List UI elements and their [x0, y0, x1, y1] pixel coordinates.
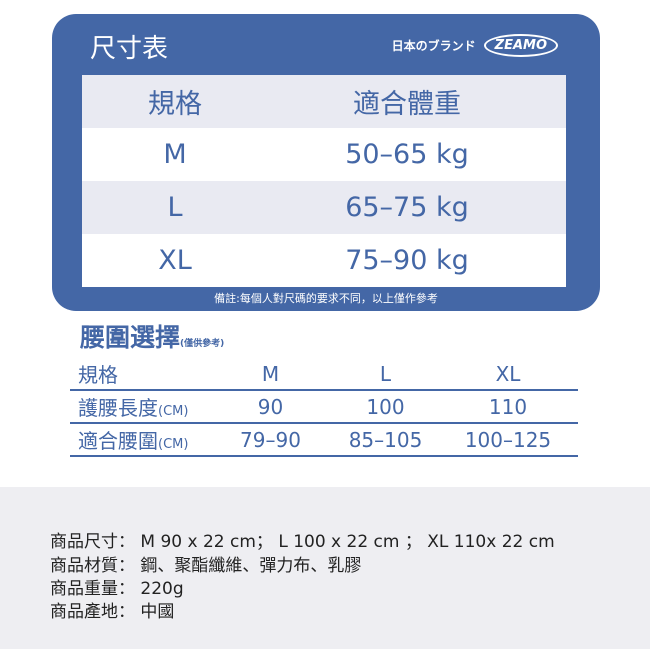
- waist-subtitle: (僅供參考): [180, 339, 225, 349]
- unit: (CM): [158, 437, 189, 452]
- header-size: 規格: [78, 363, 118, 387]
- brand-text: 日本のブランド: [391, 39, 476, 53]
- table-row: L 65–75 kg: [82, 181, 566, 234]
- waist-table: 規格 M L XL 護腰長度(CM) 90 100 110 適合腰圍(CM) 7…: [70, 358, 578, 457]
- waist-header: 規格 M L XL: [70, 358, 578, 391]
- size-cell: M: [163, 139, 187, 170]
- table-row: 護腰長度(CM) 90 100 110: [70, 391, 578, 424]
- cell: 110: [488, 394, 528, 419]
- detail-material: 商品材質： 鋼、聚酯纖維、彈力布、乳膠: [50, 556, 362, 576]
- weight-cell: 75–90 kg: [345, 245, 469, 276]
- table-row: XL 75–90 kg: [82, 234, 566, 287]
- label-text: 護腰長度: [78, 396, 158, 420]
- label-text: 適合腰圍: [78, 429, 158, 453]
- waist-title-text: 腰圍選擇: [80, 323, 181, 352]
- header-l: L: [379, 361, 392, 386]
- size-chart-card: 尺寸表 日本のブランド ZEAMO 規格 適合體重 M 50–65 kg L 65–7…: [52, 14, 600, 311]
- weight-cell: 65–75 kg: [345, 192, 469, 223]
- detail-origin: 商品產地： 中國: [50, 602, 175, 622]
- cell: 100–125: [464, 427, 552, 452]
- header-m: M: [261, 361, 280, 386]
- size-cell: L: [167, 192, 183, 223]
- table-row: 適合腰圍(CM) 79–90 85–105 100–125: [70, 424, 578, 457]
- weight-cell: 50–65 kg: [345, 139, 469, 170]
- detail-weight: 商品重量： 220g: [50, 579, 184, 599]
- table-row: M 50–65 kg: [82, 128, 566, 181]
- zeamo-logo: ZEAMO: [483, 34, 558, 57]
- row-label: 適合腰圍(CM): [70, 425, 218, 454]
- note: 備註:每個人對尺碼的要求不同，以上僅作參考: [214, 292, 438, 305]
- product-details: 商品尺寸： M 90 x 22 cm； L 100 x 22 cm ； XL 1…: [0, 487, 650, 649]
- row-label: 護腰長度(CM): [70, 392, 218, 421]
- waist-title: 腰圍選擇(僅供參考): [80, 318, 224, 354]
- size-chart-title: 尺寸表: [90, 34, 169, 64]
- header-xl: XL: [495, 361, 521, 386]
- cell: 79–90: [240, 427, 301, 452]
- size-cell: XL: [158, 245, 192, 276]
- cell: 85–105: [348, 427, 423, 452]
- brand: 日本のブランド ZEAMO: [392, 34, 558, 57]
- header-size: 規格: [148, 89, 202, 120]
- weight-table: 規格 適合體重 M 50–65 kg L 65–75 kg XL 75–90 kg: [82, 75, 566, 287]
- unit: (CM): [158, 404, 189, 419]
- detail-size: 商品尺寸： M 90 x 22 cm； L 100 x 22 cm ； XL 1…: [50, 532, 555, 552]
- cell: 90: [257, 394, 284, 419]
- header-weight: 適合體重: [353, 89, 461, 120]
- cell: 100: [366, 394, 405, 419]
- table-header: 規格 適合體重: [82, 75, 566, 128]
